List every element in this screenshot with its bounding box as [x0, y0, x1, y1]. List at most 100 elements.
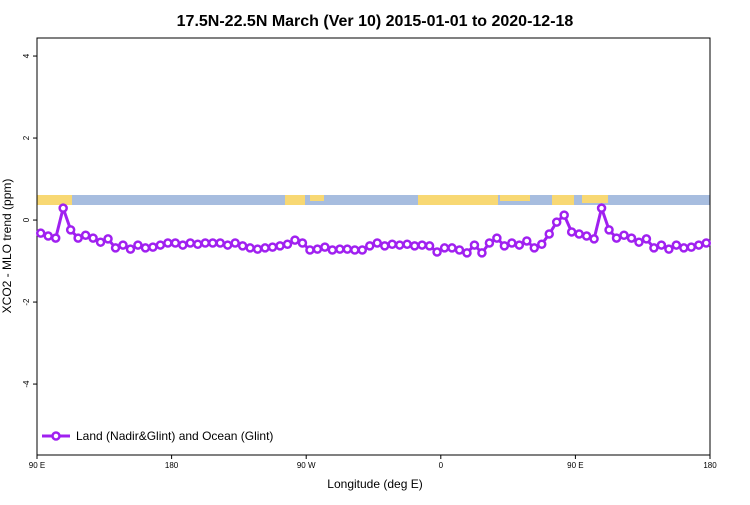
data-point — [462, 248, 472, 258]
x-tick-label: 180 — [165, 461, 179, 470]
data-point — [529, 243, 540, 253]
y-tick-label: -2 — [22, 298, 31, 306]
plot-frame — [36, 37, 711, 456]
x-axis-label: Longitude (deg E) — [327, 477, 422, 491]
data-point — [394, 240, 405, 250]
data-point — [619, 230, 629, 240]
data-point — [222, 240, 233, 250]
data-point — [492, 233, 502, 243]
y-tick-label: 2 — [22, 135, 31, 140]
data-point — [103, 234, 113, 244]
data-point — [245, 243, 255, 253]
data-point — [133, 240, 143, 250]
data-point — [215, 238, 225, 248]
data-point — [342, 244, 353, 254]
data-point — [335, 244, 345, 254]
data-point — [178, 240, 188, 250]
data-point — [193, 239, 203, 249]
data-point — [379, 241, 390, 251]
x-tick-label: 90 E — [29, 461, 45, 470]
legend-marker — [51, 431, 61, 441]
data-point — [80, 230, 91, 240]
data-point — [424, 241, 435, 251]
data-point — [454, 245, 465, 255]
data-point — [679, 243, 689, 253]
data-point — [589, 234, 599, 244]
data-point — [641, 234, 652, 244]
data-point — [200, 238, 210, 248]
data-point — [43, 231, 53, 241]
data-point — [35, 228, 46, 238]
data-point — [305, 245, 315, 255]
y-tick-label: 4 — [22, 53, 31, 58]
data-point — [350, 245, 360, 255]
data-point — [252, 244, 263, 254]
chart-title: 17.5N-22.5N March (Ver 10) 2015-01-01 to… — [177, 13, 574, 30]
data-point — [544, 229, 554, 239]
data-point — [125, 244, 136, 254]
data-point — [267, 242, 278, 252]
y-axis-label: XCO2 - MLO trend (ppm) — [0, 179, 14, 314]
x-tick-label: 180 — [703, 461, 717, 470]
data-point — [694, 240, 704, 250]
y-tick-label: -4 — [22, 380, 31, 388]
data-point — [439, 243, 450, 253]
data-point — [237, 241, 248, 251]
data-point — [409, 241, 420, 251]
data-point — [357, 245, 368, 255]
data-point — [275, 241, 285, 251]
data-point — [574, 229, 584, 239]
data-point — [402, 239, 412, 249]
data-point — [522, 236, 532, 246]
y-tick-label: 0 — [22, 217, 31, 222]
data-point — [499, 241, 510, 251]
data-point — [604, 225, 614, 235]
data-point — [290, 235, 300, 245]
data-point — [656, 240, 667, 250]
data-point — [372, 238, 382, 248]
data-point — [559, 210, 569, 220]
data-point — [155, 240, 166, 250]
data-point — [88, 233, 98, 243]
data-point — [327, 245, 338, 255]
data-point — [58, 203, 68, 213]
data-point — [634, 237, 644, 247]
data-point — [65, 225, 76, 235]
data-point — [484, 238, 495, 248]
data-point — [207, 238, 218, 248]
data-point — [566, 227, 577, 237]
data-point — [417, 240, 427, 250]
land-mask-strip — [37, 195, 710, 205]
data-point — [185, 238, 196, 248]
data-point — [312, 244, 323, 254]
data-point — [170, 238, 181, 248]
x-tick-label: 0 — [439, 461, 444, 470]
data-point — [118, 240, 128, 250]
data-point — [611, 233, 622, 243]
data-point — [260, 243, 270, 253]
data-point — [110, 243, 121, 253]
data-point — [671, 240, 682, 250]
data-point — [432, 247, 442, 257]
data-point — [365, 241, 375, 251]
data-point — [626, 233, 637, 243]
data-point — [140, 243, 151, 253]
data-point — [163, 238, 173, 248]
data-point — [148, 242, 158, 252]
data-point — [282, 239, 293, 249]
data-point — [50, 233, 61, 243]
data-point — [469, 240, 480, 250]
data-point — [537, 239, 547, 249]
data-point — [95, 237, 106, 247]
data-point — [514, 240, 525, 250]
data-point — [73, 233, 83, 243]
data-point — [664, 244, 674, 254]
data-point — [477, 248, 487, 258]
data-point — [230, 238, 240, 248]
x-tick-label: 90 W — [297, 461, 316, 470]
data-point — [387, 239, 397, 249]
data-point — [649, 243, 659, 253]
data-point — [551, 217, 562, 227]
